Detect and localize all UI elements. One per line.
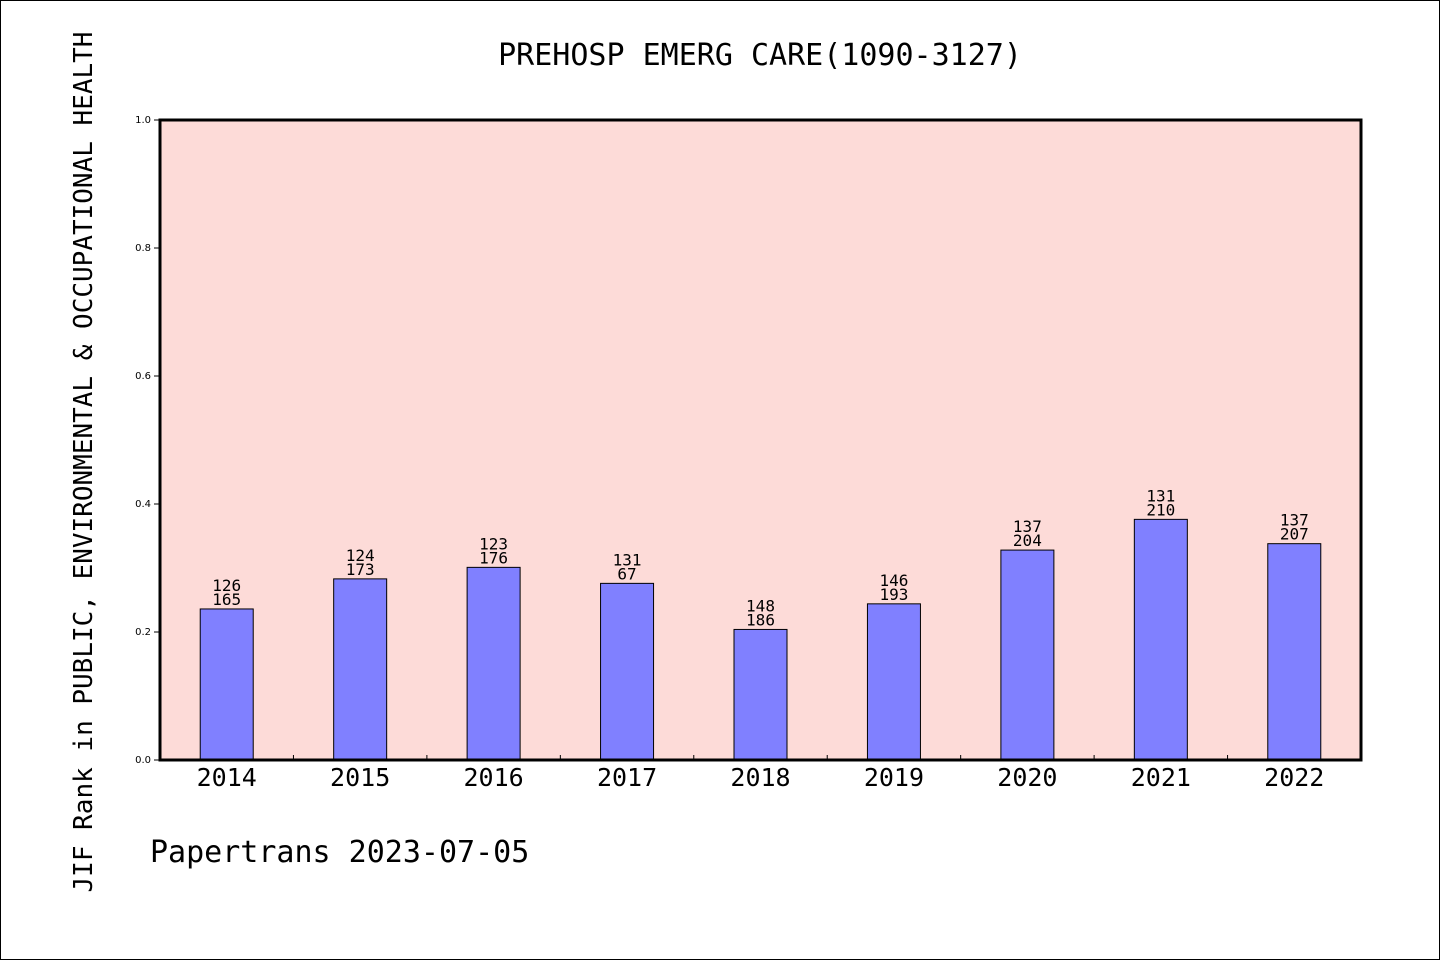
x-tick-label: 2016 <box>464 763 524 792</box>
bar-label-rank: 148 <box>746 596 775 615</box>
x-tick-label: 2015 <box>330 763 390 792</box>
y-tick-label: 0.0 <box>135 755 151 766</box>
x-tick-label: 2017 <box>597 763 657 792</box>
bar <box>866 603 921 761</box>
x-tick-label: 2019 <box>864 763 924 792</box>
footer-text: Papertrans 2023-07-05 <box>150 835 530 870</box>
y-tick-label: 0.6 <box>135 371 151 382</box>
bar-label-rank: 124 <box>346 546 375 565</box>
bar <box>199 608 254 761</box>
axes-group: 0.0 0.2 0.4 0.6 0.8 1.0 2014 2015 2016 2017 2018 20… <box>135 115 1324 792</box>
y-tick-label: 0.8 <box>135 243 151 254</box>
bar-label-total: 204 <box>1013 531 1042 550</box>
plot-border <box>158 118 1363 762</box>
bar-label-total: 207 <box>1280 525 1309 544</box>
x-tick-label: 2022 <box>1264 763 1324 792</box>
bar-label-rank: 123 <box>479 534 508 553</box>
bar <box>466 566 521 761</box>
bar <box>333 578 388 761</box>
bar-label-total: 210 <box>1146 500 1175 519</box>
bar-label-rank: 146 <box>879 571 908 590</box>
y-tick-label: 0.4 <box>135 499 151 510</box>
bar-label-total: 176 <box>479 548 508 567</box>
bar-label-total: 186 <box>746 610 775 629</box>
bar-label-rank: 131 <box>613 550 642 569</box>
bar <box>1267 543 1322 761</box>
x-tick-label: 2021 <box>1131 763 1191 792</box>
y-axis-label: JIF Rank in PUBLIC, ENVIRONMENTAL & OCCU… <box>69 31 99 893</box>
x-tick-label: 2020 <box>997 763 1057 792</box>
x-tick-label: 2014 <box>197 763 257 792</box>
bar-label-rank: 137 <box>1013 517 1042 536</box>
chart-title: PREHOSP EMERG CARE(1090-3127) <box>498 38 1022 73</box>
bar-label-rank: 131 <box>1146 486 1175 505</box>
bar-label-total: 67 <box>617 564 636 583</box>
bar <box>733 628 788 761</box>
bar <box>1133 518 1188 761</box>
bar-label-total: 193 <box>879 585 908 604</box>
bar <box>600 582 655 761</box>
y-tick-label: 0.2 <box>135 627 151 638</box>
bar-label-total: 165 <box>212 590 241 609</box>
bar-label-rank: 137 <box>1280 511 1309 530</box>
bar <box>1000 549 1055 761</box>
bar-label-rank: 126 <box>212 576 241 595</box>
x-tick-label: 2018 <box>730 763 790 792</box>
bar-label-total: 173 <box>346 560 375 579</box>
y-tick-label: 1.0 <box>135 115 151 126</box>
